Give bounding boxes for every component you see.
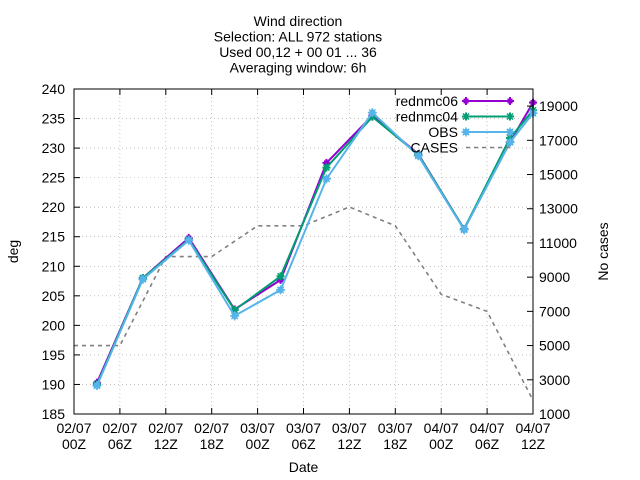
x-tick-label-hour: 12Z bbox=[154, 436, 179, 452]
legend-item-rednmc06: rednmc06 bbox=[396, 93, 514, 109]
legend-item-rednmc04: rednmc04 bbox=[396, 109, 514, 125]
legend-marker bbox=[462, 112, 470, 121]
y-tick-label: 225 bbox=[42, 170, 66, 186]
data-point-OBS bbox=[230, 311, 240, 321]
legend-item-OBS: OBS bbox=[428, 124, 515, 140]
series-OBS bbox=[92, 108, 538, 391]
legend-marker bbox=[505, 127, 515, 137]
title-line-1: Wind direction bbox=[254, 13, 343, 29]
y2-tick-label: 9000 bbox=[539, 269, 570, 285]
y2-tick-label: 13000 bbox=[539, 201, 578, 217]
x-axis-label: Date bbox=[289, 459, 319, 475]
legend-marker bbox=[462, 97, 470, 105]
y2-tick-label: 15000 bbox=[539, 167, 578, 183]
series-line-rednmc04 bbox=[96, 109, 534, 385]
grid-lines bbox=[74, 89, 533, 414]
data-point-OBS bbox=[184, 235, 194, 245]
y-tick-label: 205 bbox=[42, 288, 66, 304]
y-tick-label: 190 bbox=[42, 376, 66, 392]
y2-tick-label: 11000 bbox=[539, 235, 577, 251]
series-line-OBS bbox=[96, 111, 534, 386]
data-point-OBS bbox=[92, 381, 102, 391]
x-tick-label-hour: 12Z bbox=[521, 436, 546, 452]
series-rednmc06 bbox=[92, 98, 537, 387]
legend-label: OBS bbox=[428, 124, 458, 140]
x-tick-label-date: 02/07 bbox=[194, 420, 229, 436]
data-point-OBS bbox=[276, 285, 286, 295]
x-tick-label-date: 04/07 bbox=[515, 420, 550, 436]
y-axis-label: deg bbox=[5, 240, 21, 263]
x-tick-label-date: 02/07 bbox=[102, 420, 137, 436]
y-tick-label: 185 bbox=[42, 406, 66, 422]
y-tick-label: 235 bbox=[42, 111, 66, 127]
x-tick-label-date: 04/07 bbox=[470, 420, 505, 436]
y2-axis-label: No cases bbox=[595, 222, 611, 280]
x-tick-label-hour: 06Z bbox=[291, 436, 316, 452]
y2-tick-label: 5000 bbox=[539, 338, 570, 354]
data-point-rednmc04 bbox=[276, 272, 285, 281]
data-point-OBS bbox=[367, 108, 377, 118]
series-line-rednmc06 bbox=[96, 102, 534, 384]
data-point-rednmc04 bbox=[322, 163, 331, 172]
x-tick-label-hour: 12Z bbox=[337, 436, 362, 452]
y-tick-label: 240 bbox=[42, 81, 66, 97]
y2-tick-label: 1000 bbox=[539, 406, 570, 422]
x-tick-label-hour: 18Z bbox=[383, 436, 408, 452]
title-line-4: Averaging window: 6h bbox=[230, 60, 367, 76]
y-axis: 185 190 195 200 205 210 215 220 225 230 235 240 bbox=[42, 81, 80, 422]
y2-tick-label: 3000 bbox=[539, 372, 570, 388]
x-tick-label-date: 04/07 bbox=[424, 420, 459, 436]
legend-label: CASES bbox=[411, 140, 458, 156]
x-axis: 02/0700Z02/0706Z02/0712Z02/0718Z03/0700Z… bbox=[56, 89, 551, 452]
y2-tick-label: 19000 bbox=[539, 98, 578, 114]
data-point-OBS bbox=[505, 137, 515, 147]
x-tick-label-hour: 06Z bbox=[108, 436, 133, 452]
y-tick-label: 200 bbox=[42, 317, 66, 333]
x-tick-label-date: 03/07 bbox=[286, 420, 321, 436]
data-point-OBS bbox=[321, 174, 331, 184]
legend-marker bbox=[506, 97, 514, 105]
y-tick-label: 230 bbox=[42, 140, 66, 156]
y2-axis: 1000 3000 5000 7000 9000 11000 13000 15000 17000… bbox=[527, 98, 578, 422]
x-tick-label-hour: 00Z bbox=[246, 436, 271, 452]
x-tick-label-date: 02/07 bbox=[56, 420, 91, 436]
x-tick-label-hour: 06Z bbox=[475, 436, 500, 452]
legend-label: rednmc04 bbox=[396, 109, 458, 125]
x-tick-label-date: 02/07 bbox=[148, 420, 183, 436]
data-point-OBS bbox=[138, 274, 148, 284]
x-tick-label-hour: 00Z bbox=[62, 436, 87, 452]
series-layer bbox=[74, 98, 538, 401]
title-line-2: Selection: ALL 972 stations bbox=[214, 29, 382, 45]
x-tick-label-hour: 00Z bbox=[429, 436, 454, 452]
y-tick-label: 210 bbox=[42, 258, 66, 274]
x-tick-label-date: 03/07 bbox=[378, 420, 413, 436]
y2-tick-label: 7000 bbox=[539, 303, 570, 319]
y-tick-label: 220 bbox=[42, 199, 66, 215]
x-tick-label-date: 03/07 bbox=[332, 420, 367, 436]
series-line-CASES bbox=[74, 206, 534, 401]
data-point-OBS bbox=[459, 225, 469, 235]
legend-item-CASES: CASES bbox=[411, 140, 510, 156]
y-tick-label: 215 bbox=[42, 229, 66, 245]
series-rednmc04 bbox=[92, 106, 537, 389]
legend-marker bbox=[461, 127, 471, 137]
x-tick-label-date: 03/07 bbox=[240, 420, 275, 436]
legend-label: rednmc06 bbox=[396, 93, 458, 109]
y-tick-label: 195 bbox=[42, 347, 66, 363]
series-CASES bbox=[74, 206, 534, 401]
y2-tick-label: 17000 bbox=[539, 132, 578, 148]
x-tick-label-hour: 18Z bbox=[200, 436, 225, 452]
legend-marker bbox=[506, 112, 514, 121]
data-point-OBS bbox=[413, 151, 423, 161]
title-line-3: Used 00,12 + 00 01 ... 36 bbox=[219, 44, 377, 60]
